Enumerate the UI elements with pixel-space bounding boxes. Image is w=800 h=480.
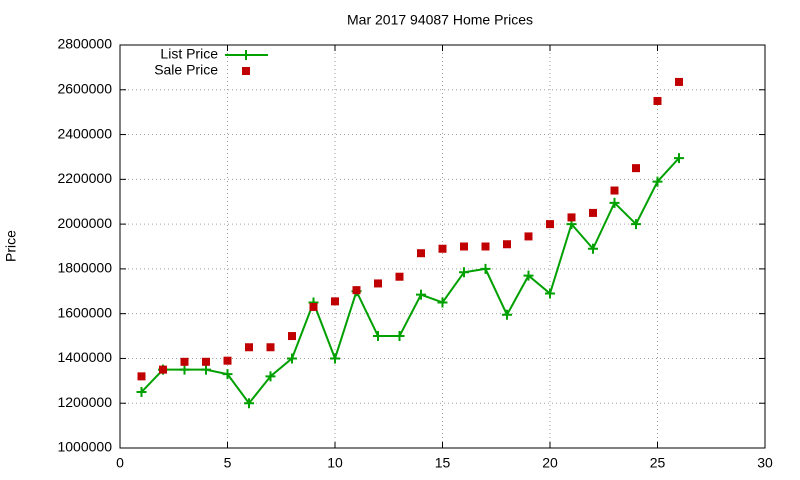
y-tick-label: 2600000: [57, 80, 112, 96]
point: [546, 220, 554, 229]
x-tick-label: 10: [327, 455, 343, 471]
point: [136, 387, 147, 398]
legend-marker: [242, 67, 250, 75]
point: [395, 272, 404, 281]
legend-label: List Price: [160, 46, 218, 62]
point: [179, 364, 190, 375]
point: [202, 357, 210, 366]
point: [309, 302, 318, 311]
x-tick-label: 15: [435, 455, 451, 471]
point: [394, 331, 405, 342]
y-tick-label: 2000000: [57, 215, 112, 231]
point: [331, 297, 339, 306]
point: [523, 270, 534, 281]
point: [459, 267, 469, 278]
plot-border: [119, 44, 766, 449]
point: [266, 343, 275, 352]
point: [352, 286, 361, 295]
y-tick-label: 2200000: [57, 170, 112, 186]
point: [589, 208, 597, 217]
point: [674, 153, 684, 164]
point: [288, 332, 296, 341]
point: [222, 369, 233, 380]
point: [653, 96, 662, 105]
point: [481, 242, 490, 251]
point: [201, 364, 211, 375]
point: [180, 357, 189, 366]
y-tick-label: 1600000: [57, 304, 112, 320]
y-tick-label: 1200000: [57, 394, 112, 410]
point: [632, 164, 640, 173]
x-tick-label: 0: [116, 455, 124, 471]
point: [437, 297, 448, 308]
y-tick-label: 2800000: [57, 36, 112, 52]
point: [137, 372, 146, 381]
point: [545, 288, 555, 299]
x-tick-label: 25: [650, 455, 666, 471]
legend-label: Sale Price: [154, 62, 218, 78]
x-tick-label: 30: [757, 455, 773, 471]
y-axis-label: Price: [3, 230, 19, 262]
y-tick-label: 2400000: [57, 125, 112, 141]
point: [223, 356, 232, 365]
point: [524, 232, 533, 241]
point: [244, 398, 254, 409]
point: [675, 77, 683, 86]
point: [502, 309, 512, 320]
y-tick-label: 1800000: [57, 260, 112, 276]
y-tick-label: 1400000: [57, 349, 112, 365]
point: [416, 289, 426, 300]
x-tick-label: 5: [224, 455, 232, 471]
point: [374, 279, 382, 288]
point: [330, 353, 340, 364]
point: [503, 240, 511, 249]
point: [159, 365, 167, 374]
point: [287, 353, 297, 364]
y-tick-label: 1000000: [57, 439, 112, 455]
point: [652, 176, 663, 187]
point: [460, 242, 468, 251]
series-line: [140, 157, 680, 405]
point: [438, 244, 447, 253]
legend-marker: [241, 50, 251, 60]
chart-title: Mar 2017 94087 Home Prices: [347, 12, 533, 28]
point: [245, 343, 253, 352]
point: [265, 371, 276, 382]
point: [631, 219, 641, 230]
x-tick-label: 20: [542, 455, 558, 471]
point: [567, 213, 576, 222]
point: [373, 331, 383, 342]
point: [610, 186, 619, 195]
point: [480, 263, 491, 274]
point: [588, 243, 598, 254]
point: [609, 197, 620, 208]
point: [417, 249, 425, 258]
